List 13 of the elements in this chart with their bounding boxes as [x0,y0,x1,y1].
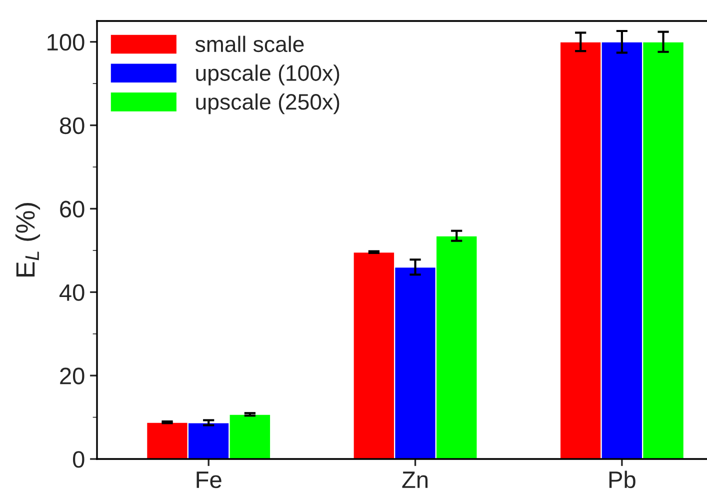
y-tick-label: 100 [48,34,84,51]
x-tick-label: Fe [196,472,222,488]
y-tick-label: 60 [60,200,84,218]
legend-label: upscale (100x) [196,64,340,86]
y-tick-label: 80 [60,117,84,134]
y-tick-label: 0 [72,451,84,468]
y-tick-label: 20 [60,368,84,384]
y-axis-title: E$_{L}$ (%) [15,203,40,276]
y-tick-label: 40 [59,284,84,301]
legend-label: small scale [195,36,304,52]
x-tick-label: Zn [402,472,428,488]
x-tick-label: Pb [609,470,636,488]
legend-label: upscale (250x) [196,93,340,114]
